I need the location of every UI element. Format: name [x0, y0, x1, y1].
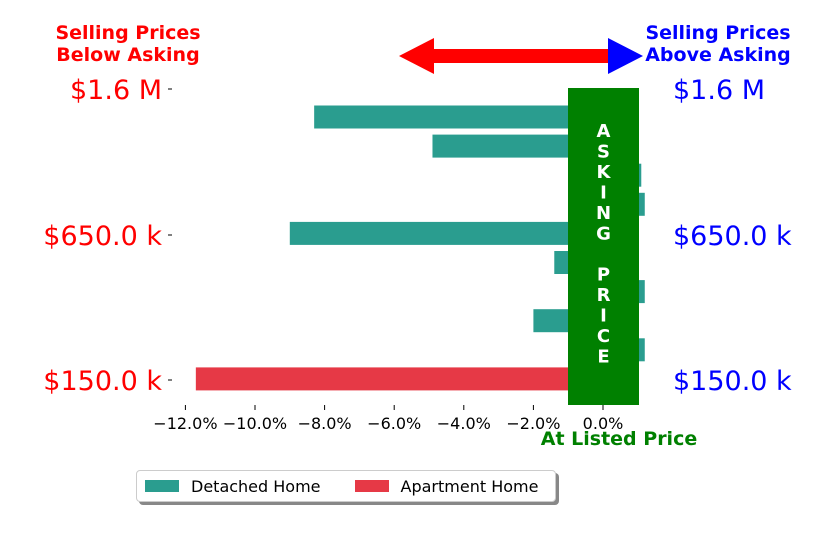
y-tick-label-left: $650.0 k — [43, 221, 162, 252]
detached-bar — [314, 105, 603, 129]
x-tick-label: −12.0% — [153, 414, 217, 433]
y-tick-label-right: $150.0 k — [673, 366, 792, 397]
asking-band-letter: C — [597, 326, 610, 347]
asking-band-letter: I — [600, 183, 607, 204]
header-right-line2: Above Asking — [645, 44, 791, 66]
apartment-bar — [195, 367, 603, 391]
arrow-head-right — [608, 38, 643, 74]
x-tick-label: −2.0% — [506, 414, 560, 433]
legend-swatch-detached — [145, 480, 179, 492]
y-tick-label-left: $1.6 M — [70, 75, 162, 106]
asking-band-letter: A — [597, 121, 611, 142]
x-tick-label: −10.0% — [223, 414, 287, 433]
y-tick-label-right: $650.0 k — [673, 221, 792, 252]
direction-arrow — [399, 38, 643, 74]
detached-bar — [432, 134, 603, 158]
legend-item-detached: Detached Home — [145, 477, 321, 496]
legend-label-detached: Detached Home — [191, 476, 321, 496]
header-left-line2: Below Asking — [56, 44, 200, 66]
legend-swatch-apartment — [354, 480, 389, 492]
asking-band-letter: R — [597, 285, 611, 306]
arrow-shaft — [430, 49, 616, 63]
legend-item-apartment: Apartment Home — [354, 476, 539, 496]
detached-bar — [289, 221, 603, 245]
asking-band-rect — [568, 88, 639, 405]
asking-band-letter: G — [596, 224, 611, 245]
y-axis-left: $1.6 M $650.0 k $150.0 k — [43, 75, 172, 397]
x-tick-label: 0.0% — [583, 414, 624, 433]
legend: Detached Home Apartment Home — [136, 470, 556, 502]
asking-band-letter: I — [600, 306, 607, 327]
x-tick-label: −4.0% — [437, 414, 491, 433]
asking-band-letter: S — [597, 142, 610, 163]
legend-label-apartment: Apartment Home — [400, 476, 539, 496]
x-axis-label: At Listed Price — [541, 428, 697, 450]
y-tick-label-right: $1.6 M — [673, 75, 765, 106]
header-left-line1: Selling Prices — [55, 22, 201, 44]
asking-band-letter: P — [597, 265, 610, 286]
asking-band-letter: K — [597, 162, 612, 183]
y-axis-right: $1.6 M $650.0 k $150.0 k — [673, 75, 792, 397]
header-right-line1: Selling Prices — [645, 22, 791, 44]
asking-band-letter: N — [596, 203, 611, 224]
arrow-head-left — [399, 38, 434, 74]
header-above-asking: Selling Prices Above Asking — [628, 22, 808, 66]
header-below-asking: Selling Prices Below Asking — [40, 22, 216, 66]
x-axis: −12.0% −10.0% −8.0% −6.0% −4.0% −2.0% 0.0% — [153, 405, 623, 433]
asking-band-letter: E — [597, 347, 609, 368]
x-tick-label: −8.0% — [298, 414, 352, 433]
x-tick-label: −6.0% — [367, 414, 421, 433]
y-tick-label-left: $150.0 k — [43, 366, 162, 397]
